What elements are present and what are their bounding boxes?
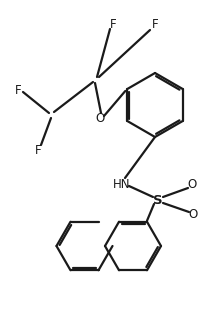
Text: S: S [153,193,163,206]
Text: F: F [152,18,158,31]
Text: F: F [35,144,41,156]
Text: F: F [15,84,21,97]
Text: O: O [95,111,105,124]
Text: F: F [110,17,116,30]
Text: O: O [187,179,197,191]
Text: HN: HN [113,178,131,191]
Text: O: O [188,209,198,222]
